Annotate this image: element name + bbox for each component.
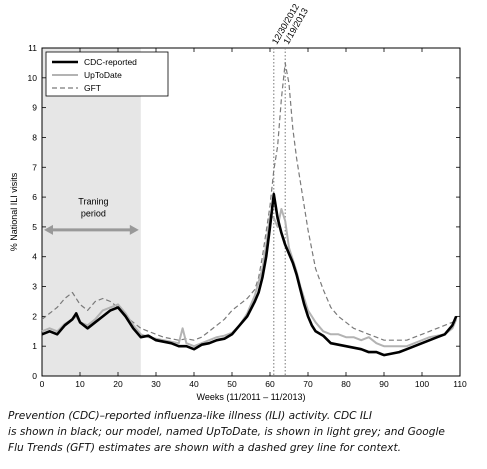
training-label-line-1: Traning [78, 197, 108, 207]
figure-caption: Prevention (CDC)–reported influenza-like… [8, 408, 478, 456]
legend-label: CDC-reported [84, 57, 137, 67]
y-axis-label: % National ILI visits [9, 172, 19, 251]
caption-line-1: Prevention (CDC)–reported influenza-like… [8, 410, 373, 422]
x-tick-label: 60 [265, 379, 275, 389]
training-arrow-right-head [129, 224, 139, 235]
x-tick-label: 100 [415, 379, 429, 389]
caption-line-2: is shown in black; our model, named UpTo… [8, 426, 445, 438]
x-tick-label: 110 [453, 379, 467, 389]
x-tick-label: 0 [40, 379, 45, 389]
plot-frame [41, 47, 461, 377]
y-tick-label: 0 [32, 371, 37, 381]
y-tick-label: 3 [32, 282, 37, 292]
series-line-cdc-reported [41, 192, 458, 357]
x-tick-label: 90 [379, 379, 389, 389]
y-tick-label: 5 [32, 222, 37, 232]
y-tick-label: 2 [32, 311, 37, 321]
y-tick-label: 7 [32, 162, 37, 172]
x-tick-label: 30 [151, 379, 161, 389]
y-tick-label: 8 [32, 132, 37, 142]
legend-label: UpToDate [84, 70, 122, 80]
chart-svg: 0 10 20 30 40 50 60 70 80 90 100 110 0 1 2 3 4 5 6 7 8 9 10 11 W… [9, 2, 467, 402]
x-tick-label: 20 [113, 379, 123, 389]
training-arrow-left-head [44, 224, 53, 235]
x-tick-label: 50 [227, 379, 237, 389]
x-tick-label: 80 [341, 379, 351, 389]
y-tick-label: 4 [32, 252, 37, 262]
y-tick-label: 11 [28, 43, 37, 53]
ili-chart: 0 10 20 30 40 50 60 70 80 90 100 110 0 1 2 3 4 5 6 7 8 9 10 11 W… [9, 2, 467, 402]
y-tick-label: 6 [32, 192, 37, 202]
legend-label: GFT [84, 83, 101, 93]
x-axis-label: Weeks (11/2011 – 11/2013) [197, 392, 306, 402]
x-tick-label: 70 [303, 379, 313, 389]
series-line-uptodate [41, 208, 458, 348]
x-tick-label: 10 [75, 379, 85, 389]
x-tick-label: 40 [189, 379, 199, 389]
training-label-line-2: period [81, 208, 106, 218]
caption-line-3: Flu Trends (GFT) estimates are shown wit… [8, 442, 401, 454]
y-tick-label: 1 [32, 341, 37, 351]
y-tick-label: 10 [28, 73, 38, 83]
y-tick-label: 9 [32, 103, 37, 113]
